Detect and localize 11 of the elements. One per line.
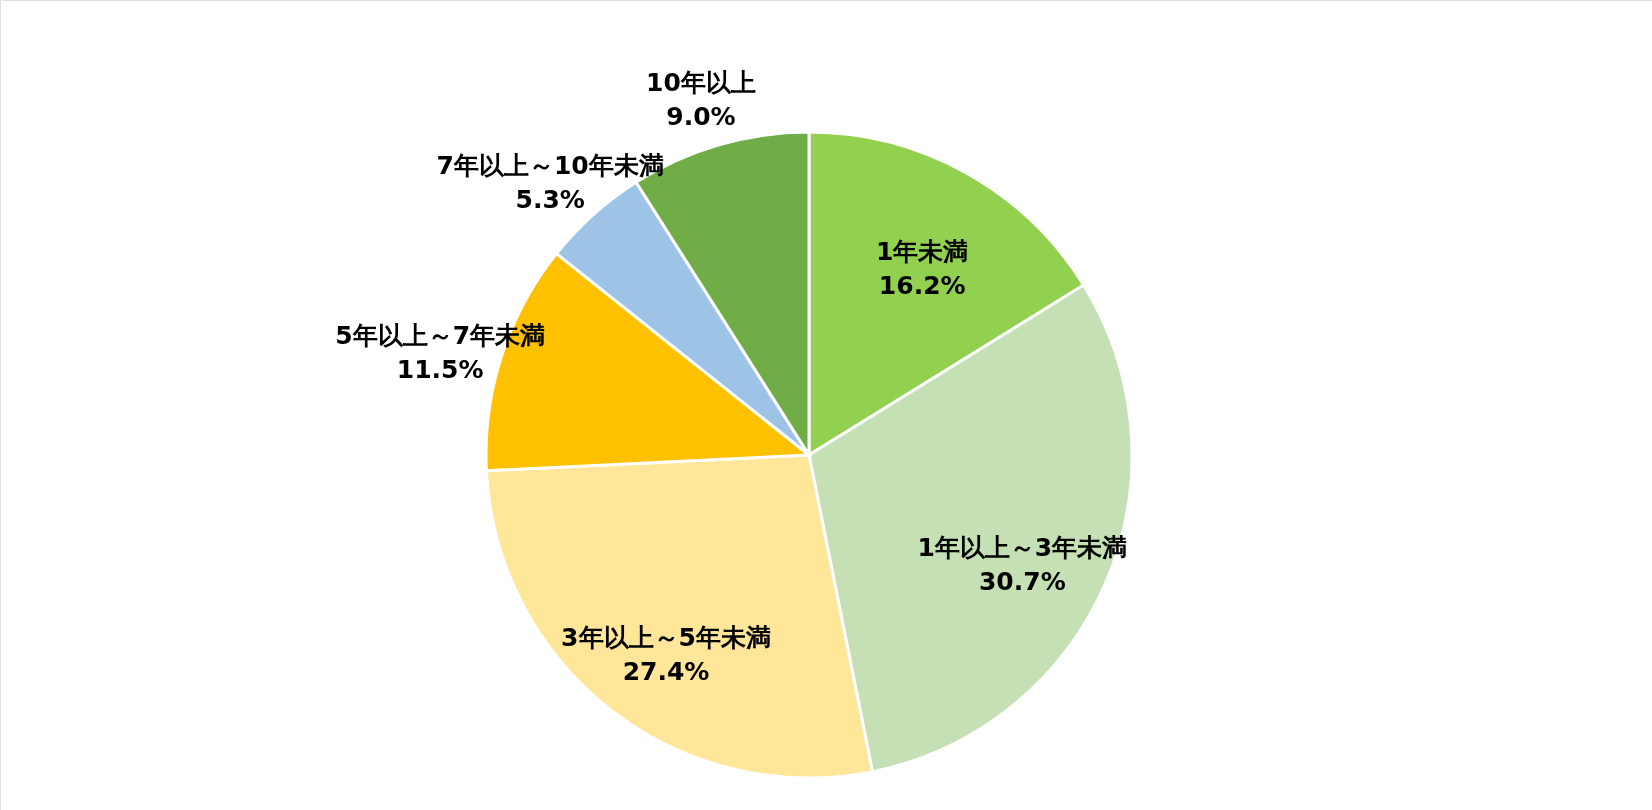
slice-label: 1年以上～3年未満 bbox=[917, 532, 1128, 562]
slice-label: 3年以上～5年未満 bbox=[561, 623, 771, 653]
data-label: 5.3% bbox=[515, 185, 585, 215]
slice-label: 7年以上～10年未満 bbox=[436, 151, 664, 181]
data-label: 16.2% bbox=[878, 270, 966, 300]
slice-label: 10年以上 bbox=[646, 67, 756, 97]
data-label: 9.0% bbox=[666, 101, 736, 131]
data-label: 30.7% bbox=[978, 566, 1066, 596]
data-label: 11.5% bbox=[396, 354, 484, 384]
data-label: 27.4% bbox=[622, 657, 710, 687]
slice-label: 1年未満 bbox=[876, 236, 969, 266]
